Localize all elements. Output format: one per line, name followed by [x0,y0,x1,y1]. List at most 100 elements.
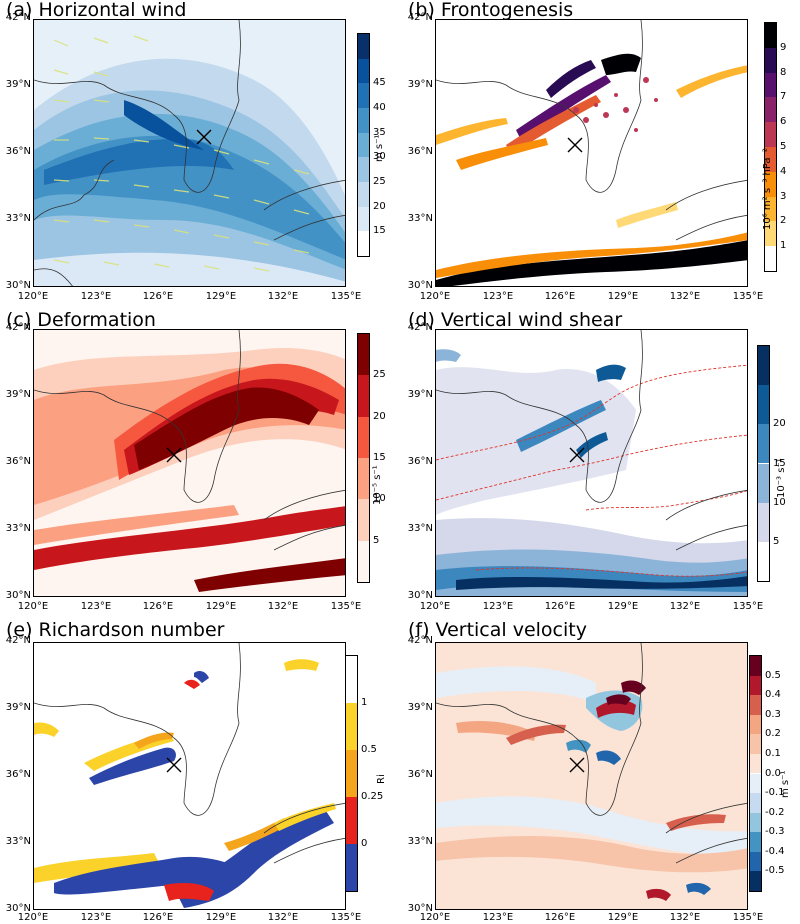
colorbar-unit: m s⁻¹ [780,770,791,798]
lon-label: 132°E [669,601,701,612]
lon-label: 135°E [330,291,362,302]
colorbar-tick-label: 4 [780,165,787,177]
lat-label: 42°N [5,635,31,646]
colorbar-unit: 10⁶ m² s⁻³ hPa⁻² [762,148,773,230]
lon-label: 135°E [330,601,362,612]
lat-label: 42°N [5,322,31,333]
lon-label: 129°E [205,601,237,612]
colorbar-segment [765,47,776,73]
colorbar-segment [765,72,776,98]
colorbar-tick-label: 10 [373,493,386,505]
colorbar-tick-label: 0.2 [765,728,781,740]
colorbar-tick-label: 2 [780,215,787,227]
colorbar-segment [358,540,369,582]
colorbar-tick-label: 0 [361,838,368,849]
colorbar-tick-label: -0.2 [765,806,785,818]
map-deformation [33,329,346,597]
colorbar-tick-label: 3 [780,190,787,202]
map-horizontal-wind [33,19,346,287]
colorbar-segment [358,416,369,458]
colorbar-segment [346,703,357,750]
colorbar-tick-label: 10 [773,496,786,508]
map-frontogenesis [435,19,748,287]
lat-label: 33°N [407,523,433,534]
colorbar: 1 2 3 4 5 6 7 8 9 [764,22,786,272]
colorbar-tick-label: 5 [773,535,780,547]
lon-label: 126°E [544,601,576,612]
colorbar-tick-label: 35 [373,126,386,138]
colorbar-segment [758,346,769,386]
lat-label: 33°N [5,836,31,847]
lon-label: 126°E [142,912,174,923]
colorbar-tick-label: 0.3 [765,708,781,720]
lon-label: 135°E [330,912,362,923]
colorbar-tick-label: 20 [373,200,386,212]
colorbar-segment [750,871,761,891]
lat-label: 33°N [5,523,31,534]
colorbar-segment [750,793,761,813]
lat-label: 33°N [407,213,433,224]
lon-label: 123°E [80,601,112,612]
lon-label: 135°E [732,601,764,612]
colorbar-segment [758,541,769,581]
colorbar-segment [750,714,761,735]
colorbar-segment [358,132,369,158]
colorbar-segment [765,171,776,197]
lon-label: 120°E [17,912,49,923]
colorbar-tick-label: 30 [373,151,386,163]
lon-label: 132°E [267,912,299,923]
lat-label: 30°N [5,590,31,601]
lon-label: 120°E [419,912,451,923]
colorbar-unit: m s⁻¹ [374,134,385,162]
colorbar-segment [358,182,369,207]
lon-label: 129°E [607,912,639,923]
colorbar-segment [758,463,769,503]
lon-label: 123°E [482,912,514,923]
colorbar-segment [346,656,357,703]
lat-label: 39°N [407,702,433,713]
colorbar-segment [346,750,357,797]
panel-title: (b) Frontogenesis [408,0,574,21]
lon-label: 129°E [607,601,639,612]
colorbar-tick-label: 6 [780,116,787,128]
lon-label: 123°E [482,291,514,302]
colorbar-tick-label: 1 [361,697,368,708]
panel-title: (d) Vertical wind shear [408,309,623,331]
lon-label: 135°E [732,912,764,923]
colorbar-segment [358,58,369,84]
lat-label: 30°N [407,590,433,601]
colorbar-segment [765,122,776,147]
lon-label: 123°E [482,601,514,612]
lon-label: 120°E [17,291,49,302]
colorbar-tick-label: 0.25 [361,791,384,802]
colorbar: 15 20 25 30 35 40 45 [357,33,386,257]
colorbar-tick-label: 0.4 [765,689,781,701]
colorbar: -0.5 -0.4 -0.3 -0.2 -0.1 0.0 0.1 0.2 0.3 0.4 0.5 [749,655,785,892]
colorbar-segment [346,844,357,891]
lat-label: 42°N [407,12,433,23]
lat-label: 39°N [5,79,31,90]
lon-label: 132°E [669,912,701,923]
lon-label: 126°E [142,291,174,302]
colorbar-segment [758,502,769,542]
panel-title: (c) Deformation [6,309,156,331]
colorbar-tick-label: 15 [773,457,786,469]
lat-label: 36°N [407,769,433,780]
colorbar-tick-label: 25 [373,176,386,187]
colorbar-segment [765,246,776,271]
colorbar-segment [358,231,369,256]
lon-label: 132°E [669,291,701,302]
colorbar: 5 10 15 20 25 [357,333,386,583]
panel-title: (f) Vertical velocity [408,619,587,641]
colorbar-tick-label: 0.1 [765,747,781,759]
lon-label: 129°E [607,291,639,302]
lat-label: 30°N [407,280,433,291]
colorbar-segment [358,206,369,232]
colorbar-segment [765,147,776,172]
colorbar-segment [750,656,761,676]
colorbar-tick-label: 20 [373,410,386,422]
colorbar-segment [358,108,369,133]
colorbar-unit: Ri [376,774,387,784]
colorbar-tick-label: -0.5 [765,865,785,877]
colorbar-tick-label: 0.0 [765,767,781,779]
